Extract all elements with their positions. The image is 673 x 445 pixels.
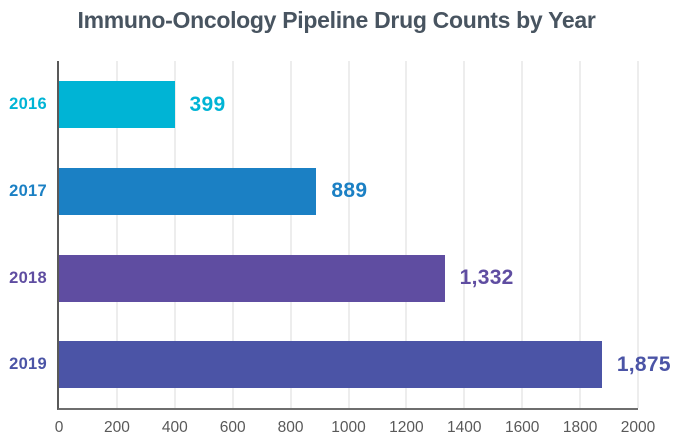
bar-row-2016: 2016 399 — [9, 61, 638, 148]
category-label-2018: 2018 — [9, 268, 47, 287]
x-tick-label-400: 400 — [161, 419, 188, 436]
value-label-2017: 889 — [331, 179, 368, 203]
bar-row-2018: 2018 1,332 — [9, 235, 638, 322]
bar-row-2019: 2019 1,875 — [9, 321, 671, 408]
gridline-x-2000 — [637, 61, 639, 408]
bar-2018 — [59, 254, 445, 302]
x-tick-label-1000: 1000 — [331, 419, 366, 436]
gridline-x-200 — [115, 61, 118, 408]
category-label-2019: 2019 — [9, 355, 47, 374]
gridline-x-1600 — [521, 61, 524, 408]
x-tick-label-2000: 2000 — [620, 419, 656, 436]
gridline-x-400 — [173, 61, 176, 408]
value-label-2018: 1,332 — [459, 266, 514, 289]
gridline-x-1400 — [463, 61, 466, 408]
category-label-2016: 2016 — [9, 95, 47, 113]
gridline-x-600 — [231, 61, 234, 408]
category-label-2017: 2017 — [9, 181, 47, 200]
chart-title: Immuno-Oncology Pipeline Drug Counts by … — [77, 7, 596, 33]
x-tick-label-1600: 1600 — [504, 419, 540, 436]
x-tick-label-1800: 1800 — [562, 419, 598, 436]
bar-row-2017: 2017 889 — [9, 148, 638, 235]
bar-2016 — [59, 81, 175, 128]
x-tick-label-1400: 1400 — [447, 419, 482, 436]
gridline-x-800 — [289, 61, 292, 408]
x-tick-label-200: 200 — [103, 419, 130, 436]
x-tick-label-0: 0 — [54, 419, 64, 436]
gridline-x-1800 — [579, 61, 582, 408]
plot-area: 2016 399 2017 889 2018 1,332 2019 1,875 0 200 400… — [9, 61, 671, 436]
bar-2019 — [59, 341, 602, 389]
gridline-x-1200 — [405, 61, 408, 408]
value-label-2016: 399 — [189, 92, 226, 116]
value-label-2019: 1,875 — [616, 352, 671, 376]
x-tick-label-1200: 1200 — [389, 419, 424, 436]
x-tick-label-600: 600 — [219, 419, 246, 436]
gridline-x-1000 — [347, 61, 350, 408]
bar-2017 — [59, 167, 317, 215]
x-tick-label-800: 800 — [277, 419, 304, 436]
